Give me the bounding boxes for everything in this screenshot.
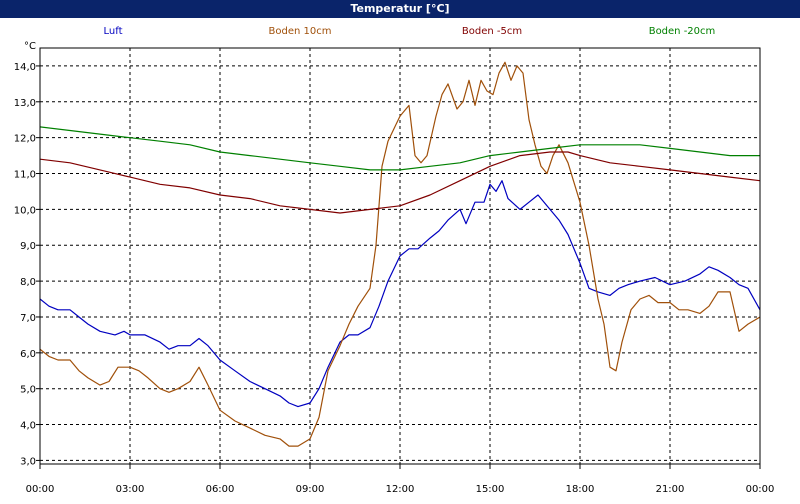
legend-item-1: Luft [104,26,123,37]
y-tick-label: 5,0 [20,385,36,396]
chart-title: Temperatur [°C] [350,2,450,15]
y-tick-label: 11,0 [14,170,36,181]
legend-item-4: Boden -20cm [649,26,716,37]
y-tick-label: 10,0 [14,205,36,216]
x-tick-time-label: 00:00 [746,484,775,495]
legend-item-2: Boden 10cm [269,26,332,37]
x-tick-time-label: 06:00 [206,484,235,495]
y-tick-label: 12,0 [14,134,36,145]
temperature-chart: Luft Boden 10cm Boden -5cm Boden -20cm °C 3… [14,26,783,504]
series-line-1 [40,180,760,408]
series-line-3 [40,151,760,214]
y-tick-label: 4,0 [20,421,36,432]
x-tick-time-label: 15:00 [476,484,505,495]
series-line-2 [40,61,760,447]
series-line-4 [40,126,760,171]
y-tick-label: 9,0 [20,241,36,252]
x-tick-time-label: 09:00 [296,484,325,495]
x-tick-time-label: 03:00 [116,484,145,495]
y-tick-label: 7,0 [20,313,36,324]
x-axis-ticks: 00:0027.10.1803:0027.10.1806:0027.10.180… [18,464,782,504]
y-axis-unit-label: °C [24,41,36,52]
y-axis-ticks: 3,0 4,0 5,0 6,0 7,0 8,0 9,0 10,0 11,0 12,0 13,0 14,… [14,62,40,467]
x-tick-time-label: 18:00 [566,484,595,495]
chart-panel: Luft Boden 10cm Boden -5cm Boden -20cm °C 3… [0,18,800,504]
y-tick-label: 14,0 [14,62,36,73]
plot-area-frame [39,47,761,465]
series-lines [40,61,760,447]
legend-item-3: Boden -5cm [462,26,522,37]
x-tick-time-label: 12:00 [386,484,415,495]
x-tick-time-label: 00:00 [26,484,55,495]
legend: Luft Boden 10cm Boden -5cm Boden -20cm [104,26,716,37]
y-tick-label: 8,0 [20,277,36,288]
window-title-bar: Temperatur [°C] [0,0,800,18]
x-tick-time-label: 21:00 [656,484,685,495]
y-tick-label: 3,0 [20,456,36,467]
y-tick-label: 13,0 [14,98,36,109]
y-tick-label: 6,0 [20,349,36,360]
